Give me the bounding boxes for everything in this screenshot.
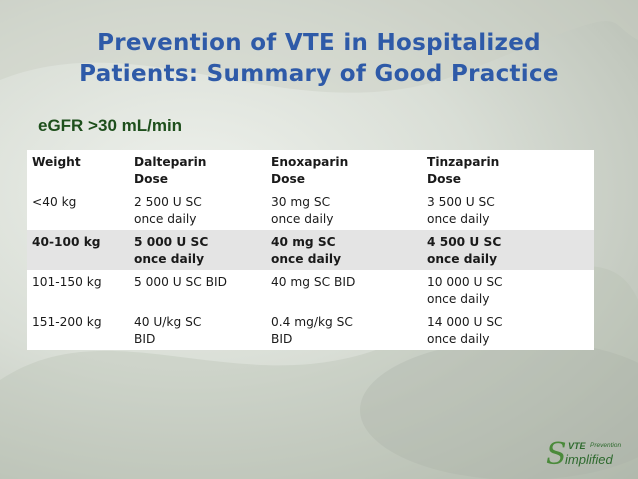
table-cell: 40 mg SC BID — [271, 275, 356, 289]
table-cell: 5 000 U SC once daily — [134, 235, 209, 266]
table-header-row: Weight Dalteparin Dose Enoxaparin Dose T… — [27, 150, 594, 190]
subtitle: eGFR >30 mL/min — [38, 116, 183, 135]
header-weight: Weight — [32, 155, 81, 169]
table-cell: 5 000 U SC BID — [134, 275, 228, 289]
logo-simplified-text: implified — [565, 452, 613, 467]
logo-prevention-text: Prevention — [590, 442, 622, 449]
table-row: 101-150 kg 5 000 U SC BID 40 mg SC BID 1… — [27, 270, 594, 310]
table-cell: <40 kg — [32, 195, 77, 209]
logo-vte-text: VTE — [568, 441, 586, 451]
table-row: <40 kg 2 500 U SC once daily 30 mg SC on… — [27, 190, 594, 230]
dosing-table: Weight Dalteparin Dose Enoxaparin Dose T… — [27, 150, 594, 350]
title-line-2: Patients: Summary of Good Practice — [79, 61, 559, 87]
vte-simplified-logo: S VTE Prevention implified — [546, 438, 626, 472]
table-cell: 0.4 mg/kg SC BID — [271, 315, 353, 346]
title-line-1: Prevention of VTE in Hospitalized — [97, 30, 541, 56]
table-cell: 151-200 kg — [32, 315, 102, 329]
table-cell: 2 500 U SC once daily — [134, 195, 202, 226]
table-cell: 14 000 U SC once daily — [427, 315, 503, 346]
header-tinzaparin: Tinzaparin Dose — [427, 155, 500, 186]
slide-title: Prevention of VTE in Hospitalized Patien… — [0, 28, 638, 90]
table-cell: 30 mg SC once daily — [271, 195, 334, 226]
table-cell: 40-100 kg — [32, 235, 101, 249]
table-cell: 40 mg SC once daily — [271, 235, 342, 266]
header-enoxaparin: Enoxaparin Dose — [271, 155, 349, 186]
table-cell: 3 500 U SC once daily — [427, 195, 495, 226]
logo-s-letter: S — [546, 437, 567, 472]
table-cell: 101-150 kg — [32, 275, 102, 289]
table-cell: 40 U/kg SC BID — [134, 315, 202, 346]
table-row: 151-200 kg 40 U/kg SC BID 0.4 mg/kg SC B… — [27, 310, 594, 350]
table-cell: 10 000 U SC once daily — [427, 275, 503, 306]
table-cell: 4 500 U SC once daily — [427, 235, 502, 266]
header-dalteparin: Dalteparin Dose — [134, 155, 207, 186]
table-row-highlighted: 40-100 kg 5 000 U SC once daily 40 mg SC… — [27, 230, 594, 270]
